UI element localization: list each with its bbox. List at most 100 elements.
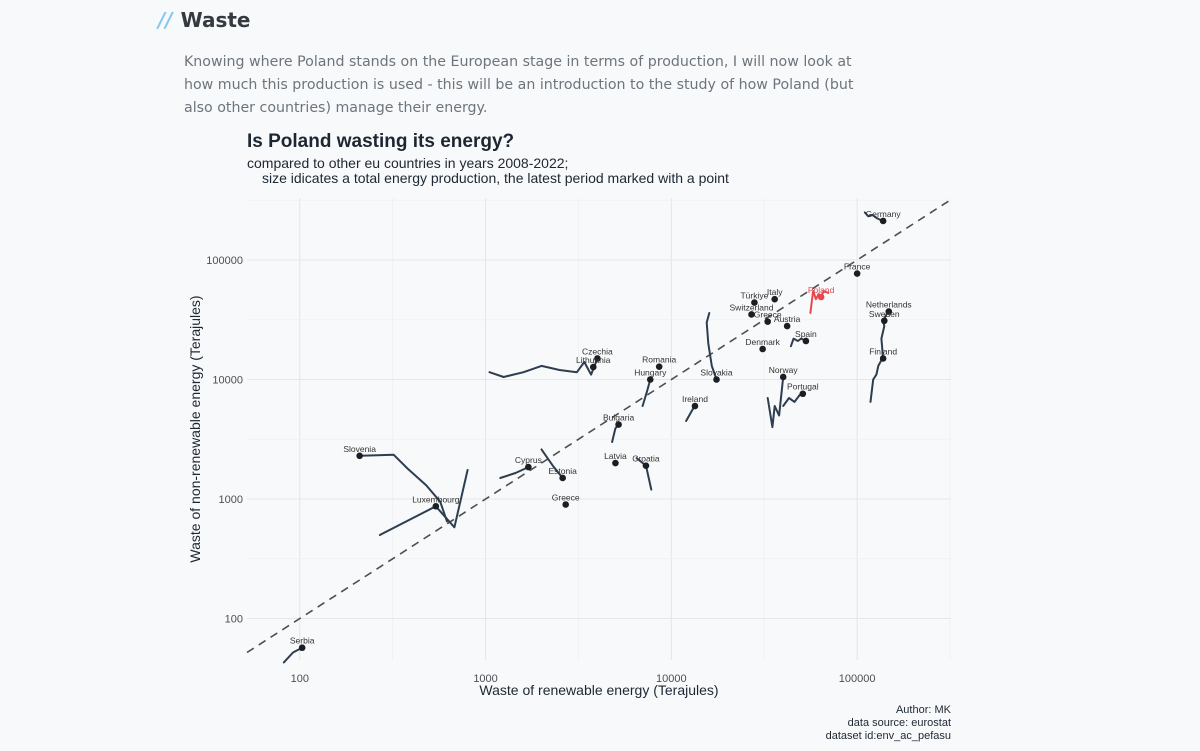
x-tick-label: 100 <box>291 673 309 685</box>
label-ireland: Ireland <box>682 394 708 404</box>
caption-line: Author: MK <box>896 704 952 716</box>
label-portugal: Portugal <box>787 382 819 392</box>
intro-paragraph: Knowing where Poland stands on the Europ… <box>184 54 854 116</box>
series-line-serbia <box>282 646 304 664</box>
label-czechia: Czechia <box>582 346 613 356</box>
heading-prefix: // <box>158 8 173 32</box>
y-tick-label: 100 <box>225 614 243 626</box>
label-bulgaria: Bulgaria <box>603 413 634 423</box>
series-line-norway <box>766 376 785 429</box>
label-slovakia: Slovakia <box>700 368 732 378</box>
series-line-cyprus <box>499 466 530 479</box>
label-serbia: Serbia <box>290 636 315 646</box>
label-spain: Spain <box>795 329 817 339</box>
point-slovenia <box>356 452 363 460</box>
label-netherlands: Netherlands <box>866 300 912 310</box>
label-sweden: Sweden <box>869 309 900 319</box>
point-austria <box>783 322 791 330</box>
grid-lines <box>247 198 951 660</box>
chart-subtitle-line1: compared to other eu countries in years … <box>247 155 568 171</box>
point-finland <box>879 355 887 362</box>
label-t-rkiye: Türkiye <box>740 291 768 301</box>
x-tick-label: 100000 <box>839 673 876 685</box>
point-norway <box>779 373 787 381</box>
label-switzerland: Switzerland <box>730 302 774 312</box>
point-switzerland <box>748 311 755 318</box>
point-sweden <box>880 317 888 325</box>
point-italy <box>771 295 779 303</box>
point-hungary <box>646 376 654 383</box>
label-denmark: Denmark <box>745 337 780 347</box>
point-czechia <box>594 355 601 362</box>
point-estonia <box>559 474 566 482</box>
x-tick-label: 10000 <box>656 673 687 685</box>
section-title: Waste <box>180 8 251 32</box>
point-spain <box>802 337 810 345</box>
label-lithuania: Lithuania <box>576 355 611 365</box>
label-croatia: Croatia <box>632 454 660 464</box>
label-poland: Poland <box>808 285 835 295</box>
x-tick-label: 1000 <box>473 673 497 685</box>
point-serbia <box>298 644 306 652</box>
point-netherlands <box>885 308 893 315</box>
series-line-luxembourg <box>378 469 469 536</box>
series-line-czechia <box>488 357 599 378</box>
label-italy: Italy <box>767 287 783 297</box>
series-line-slovenia <box>358 453 448 523</box>
caption-line: data source: eurostat <box>848 717 951 729</box>
label-latvia: Latvia <box>604 451 627 461</box>
chart-subtitle-line2: size idicates a total energy production,… <box>262 170 729 186</box>
point-ireland <box>691 402 699 410</box>
series-layer <box>282 211 890 664</box>
y-tick-label: 1000 <box>219 494 243 506</box>
label-slovenia: Slovenia <box>343 444 376 454</box>
point-romania <box>655 363 663 370</box>
point-lithuania <box>589 363 597 371</box>
chart-title: Is Poland wasting its energy? <box>247 131 514 152</box>
point-t-rkiye <box>751 299 758 306</box>
label-germany: Germany <box>866 209 902 219</box>
point-bulgaria <box>615 421 622 428</box>
point-denmark <box>759 345 766 353</box>
label-hungary: Hungary <box>634 368 667 378</box>
label-greece: Greece <box>754 310 782 320</box>
series-line-poland <box>809 290 830 314</box>
label-romania: Romania <box>642 355 676 365</box>
label-luxembourg: Luxembourg <box>412 494 460 504</box>
label-austria: Austria <box>774 314 801 324</box>
point-germany <box>879 217 887 225</box>
series-line-estonia <box>540 448 564 479</box>
label-cyprus: Cyprus <box>515 455 542 465</box>
series-line-hungary <box>641 378 652 407</box>
label-finland: Finland <box>869 346 897 356</box>
point-greece <box>562 501 570 508</box>
axis-ticks: 100 1000 10000 100000 100 1000 10000 100000 <box>206 255 875 685</box>
y-axis-label: Waste of non-renewable energy (Terajules… <box>187 295 203 562</box>
series-line-slovakia <box>705 312 718 381</box>
point-france <box>853 270 861 277</box>
point-slovakia <box>713 376 720 383</box>
caption-line: dataset id:env_ac_pefasu <box>826 730 951 742</box>
series-line-portugal <box>782 392 804 407</box>
label-france: France <box>844 262 871 272</box>
section-heading: // Waste <box>158 8 250 32</box>
point-latvia <box>612 459 619 467</box>
label-greece: Greece <box>552 492 580 502</box>
point-poland <box>817 293 825 301</box>
series-line-spain <box>789 337 807 348</box>
point-croatia <box>642 462 650 470</box>
y-tick-label: 100000 <box>206 255 243 267</box>
y-tick-label: 10000 <box>212 375 243 387</box>
label-estonia: Estonia <box>548 466 577 476</box>
x-axis-label: Waste of renewable energy (Terajules) <box>479 682 718 698</box>
point-portugal <box>799 390 807 398</box>
point-greece <box>764 318 771 325</box>
point-cyprus <box>525 463 532 471</box>
latest-points <box>298 217 893 652</box>
country-labels: Germany France Poland ItalyTürkiyeSwitzerla… <box>290 209 912 646</box>
point-luxembourg <box>432 502 440 510</box>
label-norway: Norway <box>769 365 799 375</box>
